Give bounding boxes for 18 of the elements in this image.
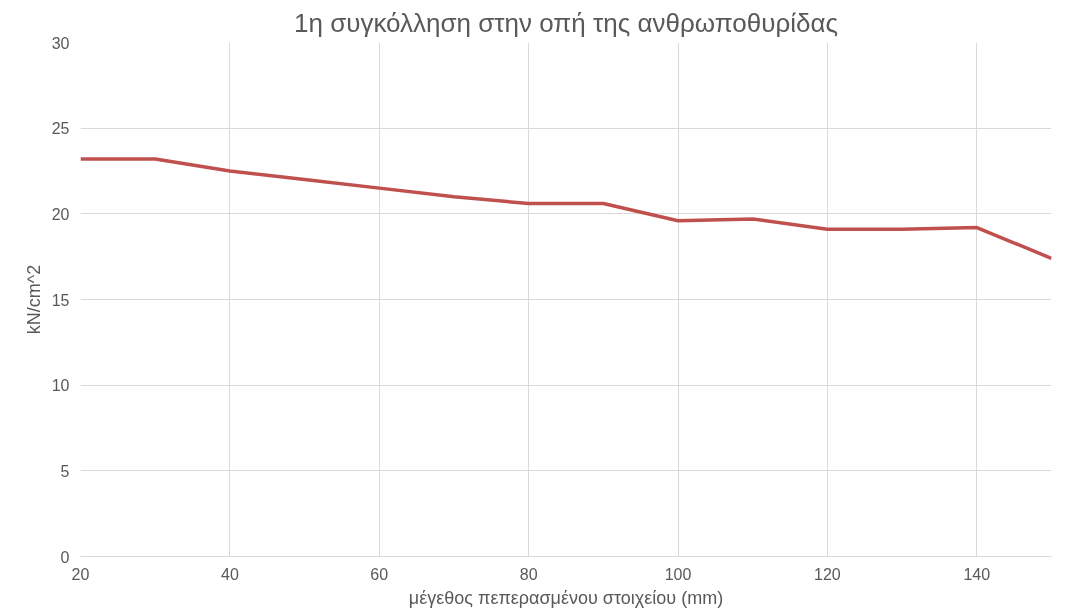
x-tick-label: 40 xyxy=(220,565,239,583)
line-series xyxy=(80,157,1052,261)
y-tick-label: 30 xyxy=(51,34,70,52)
y-tick-label: 5 xyxy=(60,462,70,480)
x-tick-label: 120 xyxy=(814,565,841,583)
x-tick-label: 80 xyxy=(519,565,538,583)
x-axis-title: μέγεθος πεπερασμένου στοιχείου (mm) xyxy=(408,587,724,608)
chart-title: 1η συγκόλληση στην οπή της ανθρωποθυρίδας xyxy=(294,7,838,38)
y-tick-label: 25 xyxy=(51,120,70,138)
x-tick-label: 60 xyxy=(370,565,389,583)
y-tick-label: 0 xyxy=(60,548,70,566)
y-tick-label: 10 xyxy=(51,377,70,395)
x-tick-label: 140 xyxy=(963,565,991,583)
x-tick-label: 100 xyxy=(664,565,692,583)
y-tick-label: 20 xyxy=(51,205,70,223)
y-tick-label: 15 xyxy=(51,291,70,309)
y-axis-title: kN/cm^2 xyxy=(23,264,44,335)
x-tick-label: 20 xyxy=(71,565,90,583)
